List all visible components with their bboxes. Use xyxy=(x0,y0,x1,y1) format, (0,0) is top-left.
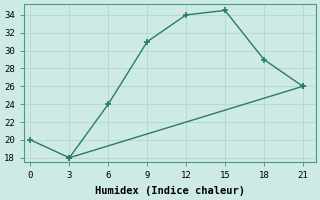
X-axis label: Humidex (Indice chaleur): Humidex (Indice chaleur) xyxy=(95,186,245,196)
